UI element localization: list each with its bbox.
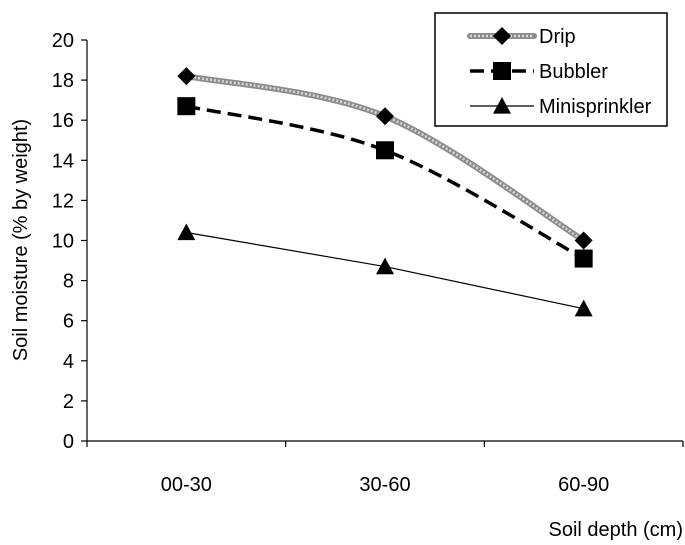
series-bubbler [177,97,593,268]
legend-label-minisprinkler: Minisprinkler [539,96,652,118]
data-point-minisprinkler [574,299,593,317]
y-tick-label: 12 [52,190,74,212]
y-tick-label: 8 [63,271,74,293]
legend-marker-bubbler [493,62,511,80]
legend-label-drip: Drip [539,26,576,48]
y-tick-labels: 0 2 4 6 8 10 12 14 16 18 20 [52,30,74,453]
legend-marker-minisprinkler [493,97,511,114]
series-minisprinkler [177,223,593,317]
data-point-minisprinkler [376,257,394,275]
y-tick-label: 0 [63,431,74,453]
y-tick-label: 14 [52,150,74,172]
y-tick-label: 20 [52,30,74,52]
series-layer [177,67,593,317]
data-point-drip [376,107,394,126]
x-tick-label: 00-30 [161,474,212,496]
y-tick-label: 4 [63,351,74,373]
x-tick-labels: 00-30 30-60 60-90 [161,474,609,496]
y-axis-title: Soil moisture (% by weight) [10,119,32,361]
legend-item-bubbler: Bubbler [470,61,608,83]
x-axis-title: Soil depth (cm) [549,519,684,541]
data-point-drip [177,67,196,86]
x-tick-label: 60-90 [558,474,609,496]
y-tick-label: 18 [52,70,74,92]
data-point-bubbler [177,97,196,116]
data-point-minisprinkler [177,223,196,241]
legend-marker-drip [493,27,511,45]
axes [81,39,684,447]
series-line-bubbler [185,104,585,261]
legend: Drip Bubbler Minisprinkler [434,12,668,127]
x-tick-label: 30-60 [359,474,410,496]
y-tick-label: 10 [52,231,74,253]
data-point-drip [574,231,593,250]
y-tick-label: 6 [63,311,74,333]
data-point-bubbler [376,141,394,160]
legend-label-bubbler: Bubbler [539,61,608,83]
series-drip [177,67,593,250]
y-tick-label: 2 [63,391,74,413]
y-tick-label: 16 [52,110,74,132]
legend-item-minisprinkler: Minisprinkler [470,96,652,118]
series-line-drip-highlight [186,74,585,242]
legend-item-drip: Drip [467,26,576,48]
data-point-bubbler [574,249,593,268]
